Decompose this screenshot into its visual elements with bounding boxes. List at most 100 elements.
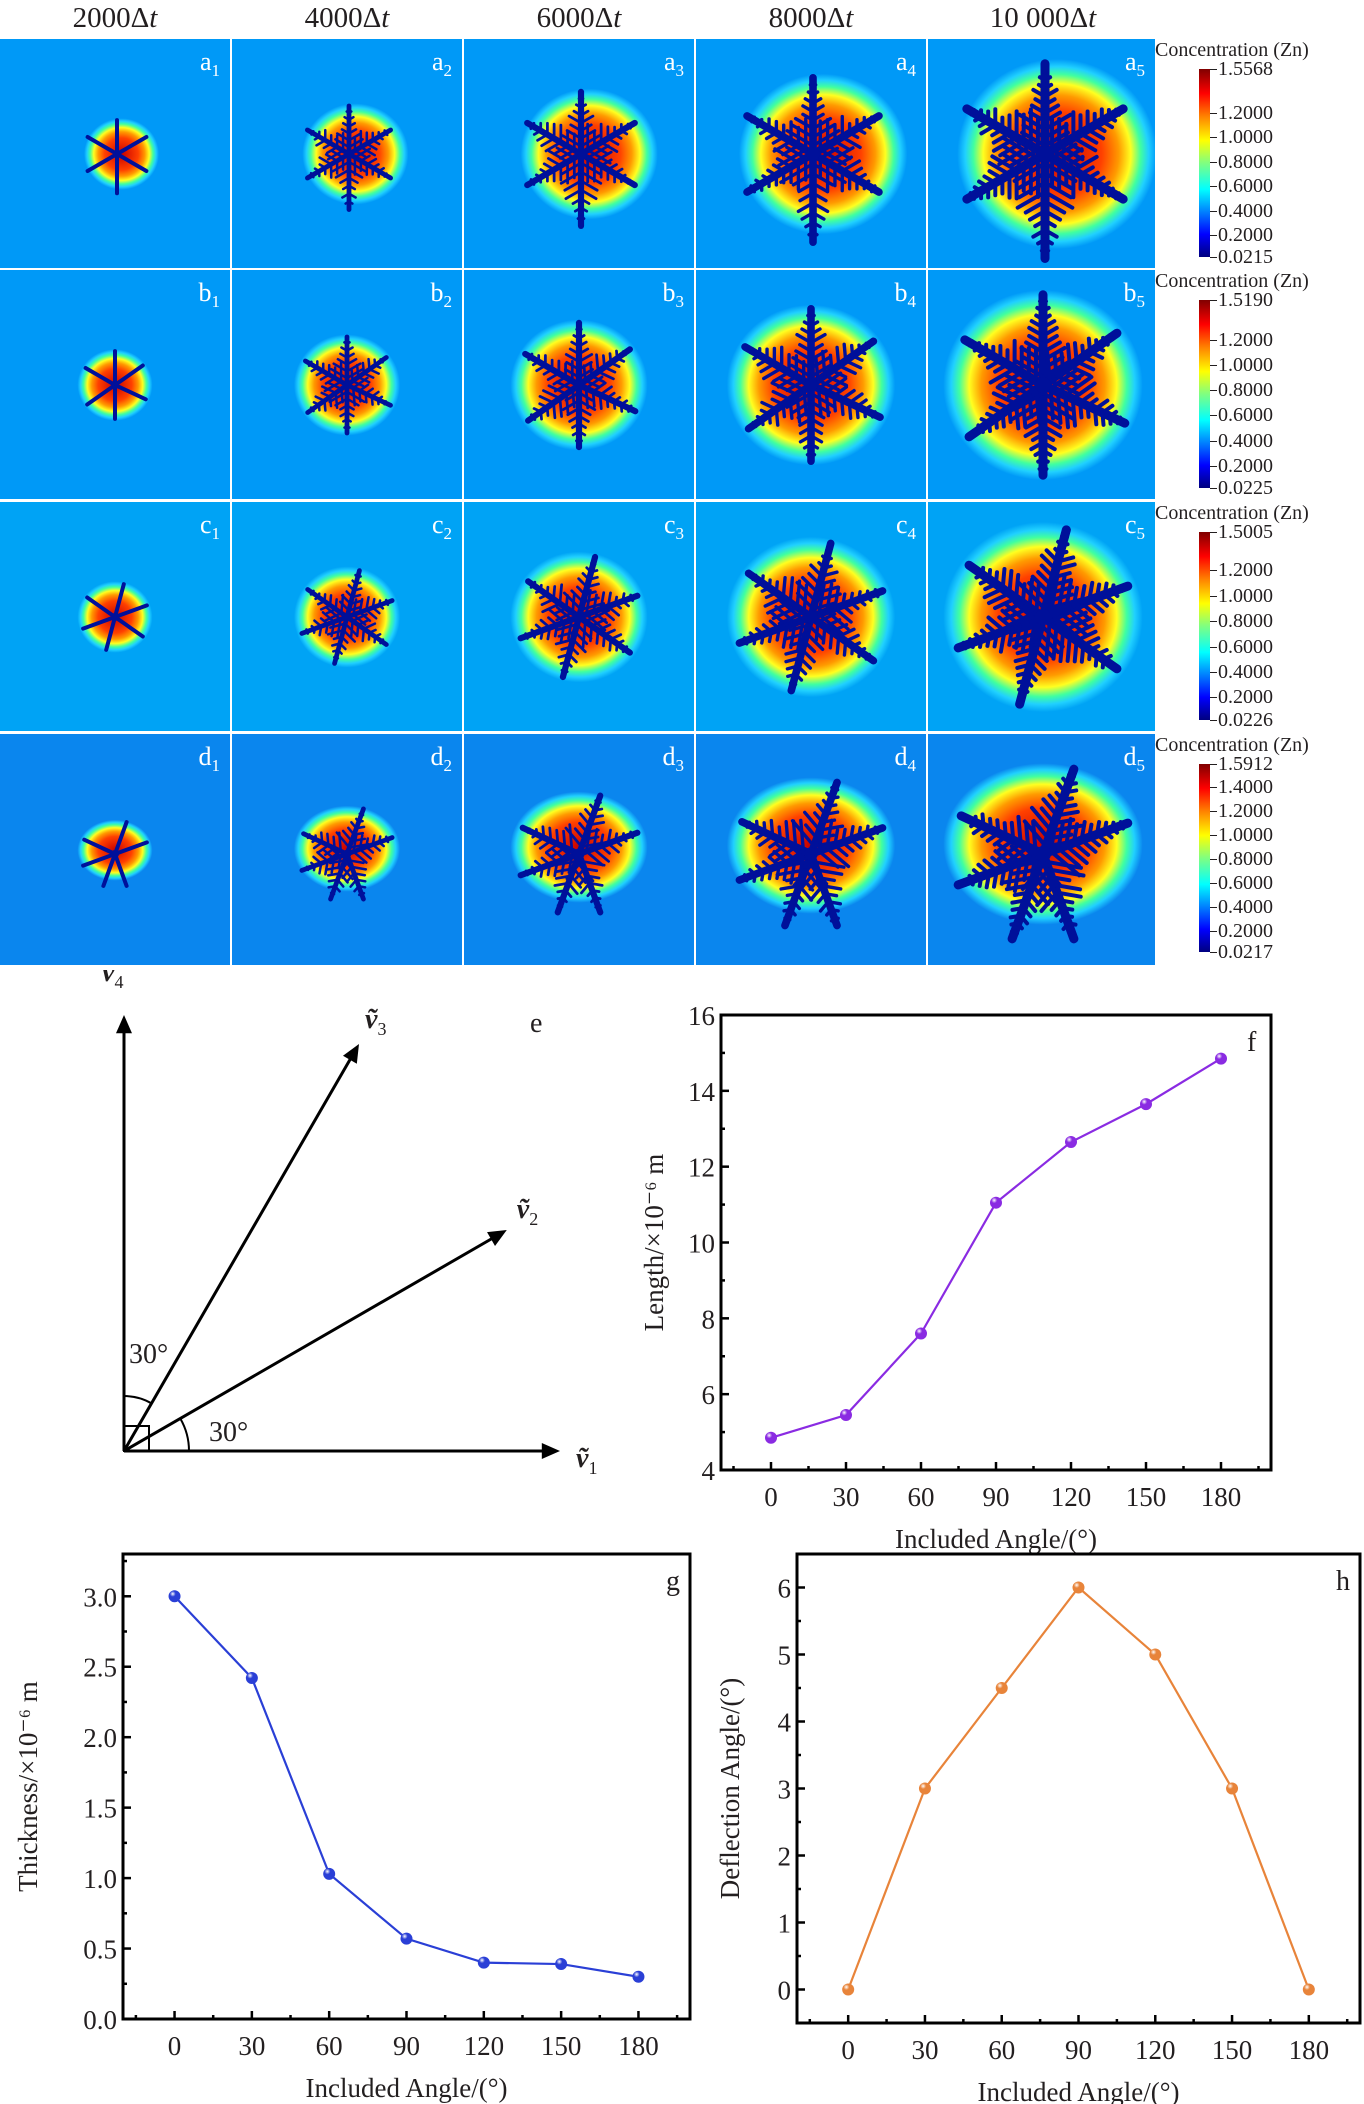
colorbar-tick (1210, 595, 1217, 597)
vector-diagram: ṽ1 ṽ2 ṽ3 ṽ4 30° 30° e (102, 970, 597, 1478)
arrow-head-icon (342, 1043, 359, 1064)
simulation-panel: c1 (0, 502, 230, 731)
simulation-panel: a5 (928, 39, 1155, 268)
colorbar-tick (1210, 112, 1217, 114)
colorbar-gradient (1199, 764, 1210, 952)
angle-arc (179, 1418, 190, 1452)
y-tick-label: 0.5 (83, 1935, 117, 1965)
simulation-panel: d3 (464, 734, 694, 965)
panel-letter: b (430, 278, 444, 307)
simulation-panel: b3 (464, 270, 694, 499)
colorbar-title: Concentration (Zn) (1155, 39, 1309, 61)
plot-frame (719, 1013, 1273, 1472)
column-title-step: 6000Δ (536, 2, 614, 34)
y-tick-label: 6 (702, 1380, 716, 1410)
colorbar-title: Concentration (Zn) (1155, 502, 1309, 524)
dendrite-field (943, 522, 1143, 712)
dendrite (305, 103, 393, 212)
data-point (995, 1682, 1008, 1694)
data-point (842, 1983, 855, 1996)
x-axis-label: Included Angle/(°) (895, 1524, 1097, 1554)
colorbar-tick-label: 1.4000 (1218, 775, 1273, 798)
panel-letter: c (199, 510, 212, 539)
colorbar-tick-label: 1.2000 (1218, 329, 1273, 352)
simulation-panel: c5 (928, 502, 1155, 731)
x-tick-label: 90 (393, 2031, 420, 2061)
y-tick-label: 5 (778, 1641, 792, 1671)
colorbar-max-label: 1.5912 (1218, 753, 1273, 775)
x-tick-label: 120 (1135, 2035, 1176, 2065)
panel-index: 5 (1136, 61, 1146, 80)
dendrite-field (77, 819, 153, 888)
dendrite-field (726, 536, 896, 698)
arrow-head-icon (116, 1015, 132, 1034)
vector-v2-line (123, 1236, 494, 1453)
colorbar-tick (1210, 257, 1217, 258)
panel-letter: d (198, 742, 212, 771)
panel-index: 4 (907, 61, 917, 80)
x-tick-label: 30 (833, 1482, 860, 1512)
data-point (1140, 1098, 1152, 1111)
panel-index: 5 (1136, 756, 1146, 775)
colorbar-tick-label: 1.0000 (1218, 823, 1273, 846)
x-axis-label: Included Angle/(°) (306, 2073, 508, 2103)
panel-label: b2 (431, 278, 453, 312)
panel-index: 4 (907, 756, 917, 775)
dendrite (735, 539, 887, 695)
data-point (1226, 1782, 1239, 1795)
concentration-halo (738, 73, 908, 235)
y-axis-label: Length/×10⁻⁶ m (639, 1154, 669, 1332)
colorbar-tick-label: 1.2000 (1218, 799, 1273, 822)
colorbar-tick (1210, 532, 1217, 533)
panel-index: 4 (907, 524, 917, 543)
y-tick-label: 2.5 (83, 1653, 117, 1683)
panel-letter: c (663, 510, 676, 539)
y-tick-label: 12 (688, 1153, 715, 1183)
y-tick-label: 14 (688, 1077, 716, 1107)
colorbar-tick (1210, 488, 1217, 489)
panel-label: a3 (664, 47, 684, 81)
colorbar-min-label: 0.0226 (1218, 709, 1273, 731)
right-angle-marker (123, 1425, 150, 1452)
panel-index: 2 (443, 756, 453, 775)
y-tick-label: 1.5 (83, 1794, 117, 1824)
panel-index: 2 (443, 292, 453, 311)
panel-letter: d (662, 742, 676, 771)
colorbar-tick-label: 0.6000 (1218, 635, 1273, 658)
simulation-panel: d2 (232, 734, 462, 965)
colorbar-tick (1210, 952, 1217, 953)
panel-label: d3 (663, 742, 685, 776)
angle-label: 30° (209, 1417, 248, 1448)
colorbar-max-label: 1.5568 (1218, 58, 1273, 80)
colorbar: Concentration (Zn) 1.5912 1.4000 1.2000 1.00… (1155, 734, 1364, 966)
panel-label: d1 (199, 742, 221, 776)
panel-letter: b (198, 278, 212, 307)
dendrite (85, 118, 149, 196)
panel-label: a2 (432, 47, 452, 81)
colorbar-tick-label: 0.2000 (1218, 224, 1273, 247)
dendrite (522, 319, 639, 451)
vector-v3-line (122, 1057, 353, 1452)
y-tick-label: 1 (778, 1909, 792, 1939)
dendrite (83, 349, 148, 421)
colorbar-tick (1210, 882, 1217, 884)
time-symbol: t (381, 2, 390, 34)
x-tick-label: 120 (464, 2031, 505, 2061)
column-title-step: 8000Δ (768, 2, 846, 34)
x-axis-label: Included Angle/(°) (978, 2077, 1180, 2104)
panel-letter: d (1123, 742, 1137, 771)
panel-index: 1 (211, 61, 221, 80)
colorbar: Concentration (Zn) 1.5190 1.2000 1.0000 0.80… (1155, 270, 1364, 502)
colorbar-tick (1210, 834, 1217, 836)
concentration-halo (302, 103, 409, 205)
panel-index: 3 (675, 756, 685, 775)
colorbar-title: Concentration (Zn) (1155, 270, 1309, 292)
colorbar-max-label: 1.5190 (1218, 289, 1273, 311)
panel-letter: c (895, 510, 908, 539)
dendrite-field (510, 791, 648, 916)
colorbar-tick-label: 1.0000 (1218, 584, 1273, 607)
concentration-halo (84, 118, 160, 190)
data-point (918, 1782, 931, 1795)
x-tick-label: 150 (1212, 2035, 1253, 2065)
colorbar-tick (1210, 235, 1217, 237)
